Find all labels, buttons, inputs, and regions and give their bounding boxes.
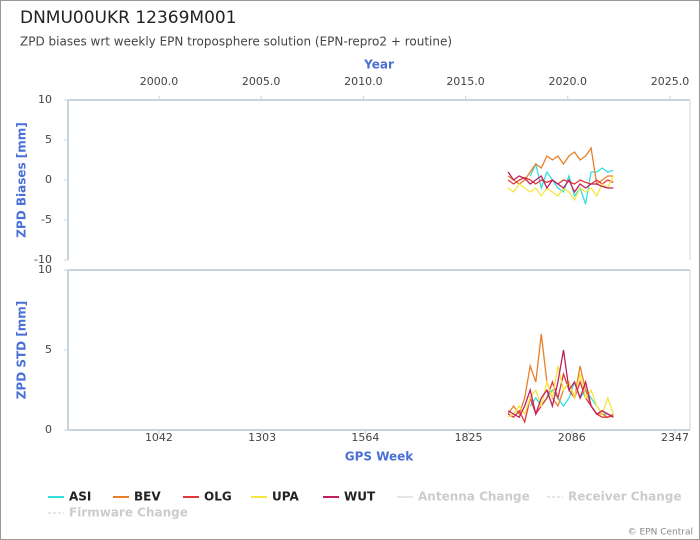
y-tick-label: 10 xyxy=(38,263,52,276)
y-tick-label: 0 xyxy=(45,173,52,186)
y-axis-label: ZPD STD [mm] xyxy=(15,301,29,400)
x2-tick-label: 2020.0 xyxy=(549,75,588,88)
legend-label: Receiver Change xyxy=(568,490,682,504)
x2-tick-label: 2025.0 xyxy=(651,75,690,88)
series-line xyxy=(507,176,614,185)
x2-tick-label: 2005.0 xyxy=(242,75,281,88)
x2-tick-label: 2000.0 xyxy=(140,75,179,88)
chart-title: DNMU00UKR 12369M001 xyxy=(20,8,237,28)
credit: © EPN Central xyxy=(628,528,693,538)
y-tick-label: -10 xyxy=(34,253,52,266)
x-axis-label: GPS Week xyxy=(345,450,415,464)
x-tick-label: 1303 xyxy=(248,431,276,444)
x2-tick-label: 2010.0 xyxy=(344,75,383,88)
x-tick-label: 1825 xyxy=(455,431,483,444)
chart-subtitle: ZPD biases wrt weekly EPN troposphere so… xyxy=(20,35,452,49)
x-tick-label: 2347 xyxy=(661,431,689,444)
legend-label: WUT xyxy=(344,490,376,504)
y-tick-label: 10 xyxy=(38,93,52,106)
y-tick-label: -5 xyxy=(41,213,52,226)
series-line xyxy=(529,162,614,205)
x-tick-label: 2086 xyxy=(558,431,586,444)
x-tick-label: 1564 xyxy=(351,431,379,444)
legend-label: UPA xyxy=(272,490,299,504)
series-line xyxy=(507,365,614,418)
legend-label: Antenna Change xyxy=(418,490,530,504)
legend-label: ASI xyxy=(69,490,91,504)
y-tick-label: 5 xyxy=(45,133,52,146)
legend-label: OLG xyxy=(204,490,232,504)
x2-axis-label: Year xyxy=(363,58,394,72)
series-line xyxy=(507,175,614,202)
series-line xyxy=(507,171,614,194)
legend-label: Firmware Change xyxy=(69,506,188,520)
x-tick-label: 1042 xyxy=(145,431,173,444)
y-tick-label: 0 xyxy=(45,423,52,436)
y-axis-label: ZPD Biases [mm] xyxy=(15,122,29,238)
x2-tick-label: 2015.0 xyxy=(446,75,485,88)
series-line xyxy=(507,349,614,419)
legend-label: BEV xyxy=(134,490,161,504)
y-tick-label: 5 xyxy=(45,343,52,356)
